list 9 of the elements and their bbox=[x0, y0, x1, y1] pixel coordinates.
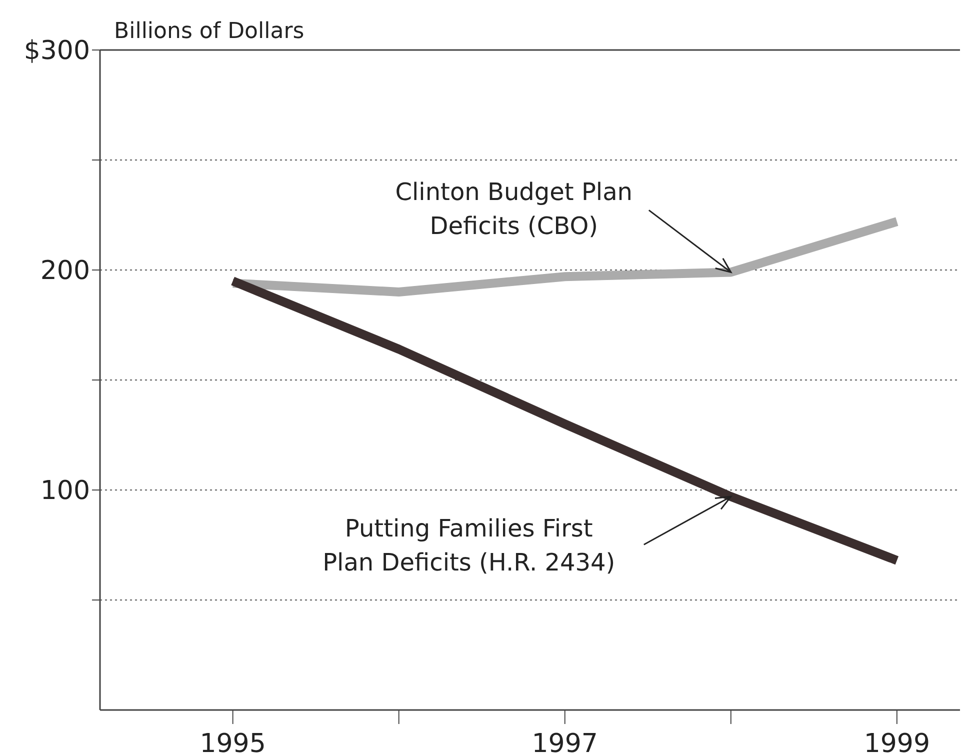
y-axis-title: Billions of Dollars bbox=[114, 19, 304, 44]
annotation: Clinton Budget Plan Deficits (CBO) bbox=[395, 178, 633, 240]
y-tick-label: 100 bbox=[40, 476, 90, 506]
y-tick-label: $300 bbox=[24, 36, 90, 66]
y-tick-label: 200 bbox=[40, 256, 90, 286]
x-tick-label: 1999 bbox=[864, 729, 930, 754]
annotation: Putting Families First Plan Deficits (H.R. 2434) bbox=[322, 514, 616, 577]
x-tick-label: 1997 bbox=[532, 729, 598, 754]
x-tick-label: 1995 bbox=[200, 729, 266, 754]
